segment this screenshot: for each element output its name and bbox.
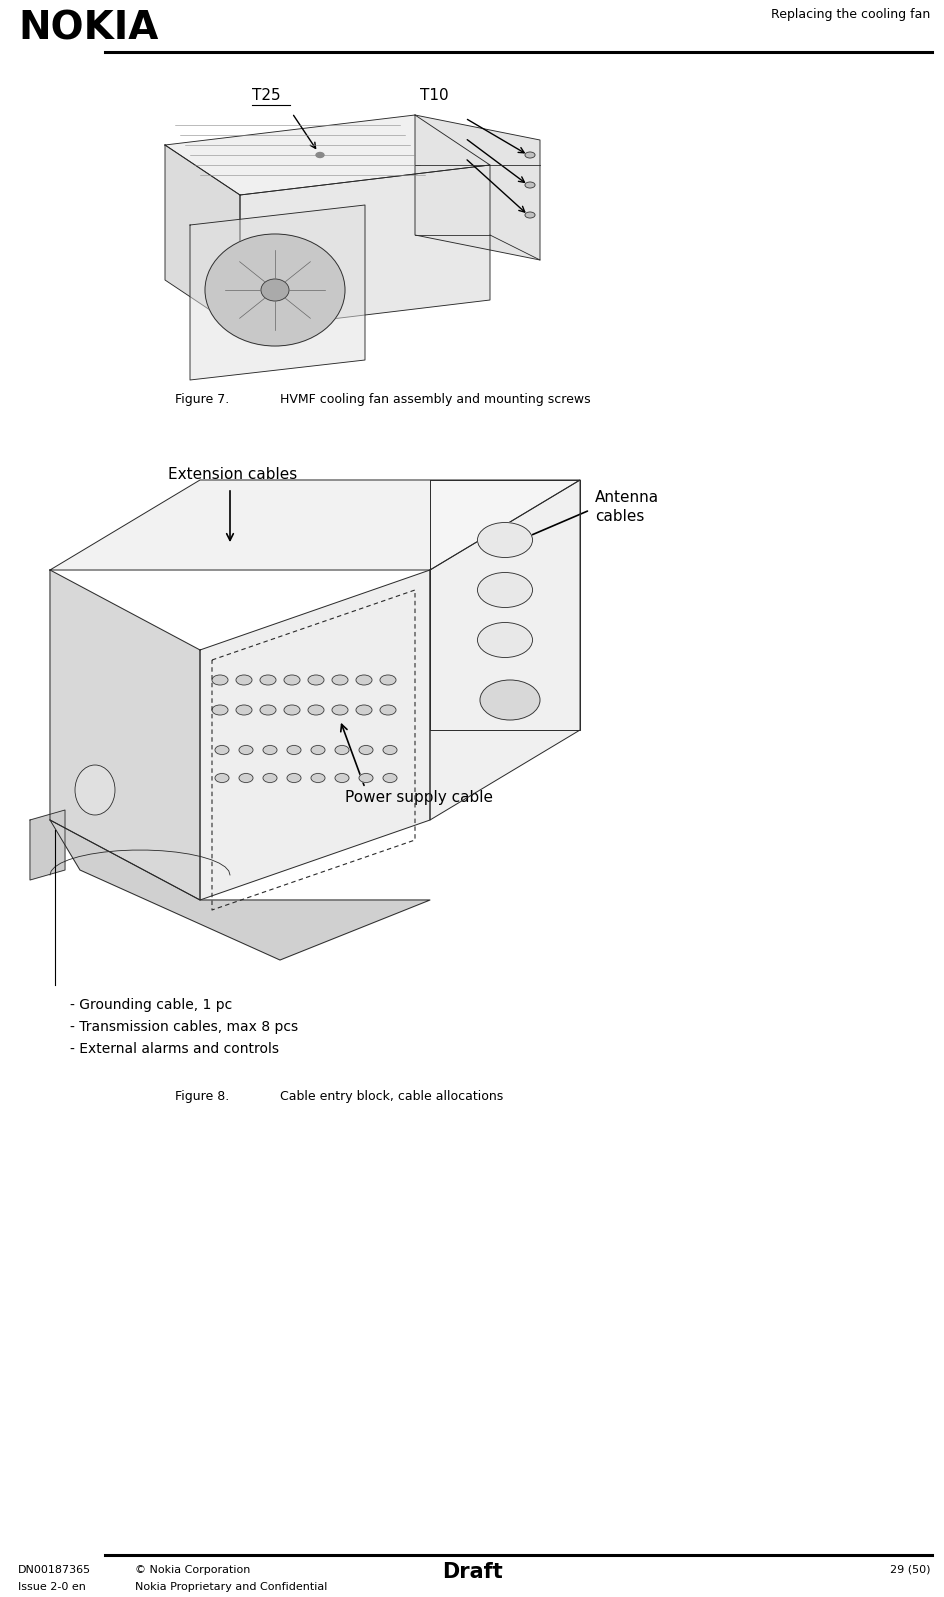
Text: Cable entry block, cable allocations: Cable entry block, cable allocations [280, 1091, 503, 1104]
Ellipse shape [215, 773, 229, 783]
Ellipse shape [478, 623, 532, 658]
Text: T25: T25 [252, 88, 280, 102]
Ellipse shape [335, 773, 349, 783]
Ellipse shape [359, 746, 373, 754]
Ellipse shape [212, 704, 228, 715]
Text: DN00187365: DN00187365 [18, 1565, 92, 1575]
Polygon shape [430, 481, 580, 730]
Polygon shape [165, 115, 490, 195]
Polygon shape [200, 570, 430, 901]
Text: 29 (50): 29 (50) [889, 1565, 930, 1575]
Ellipse shape [383, 746, 397, 754]
Ellipse shape [308, 704, 324, 715]
Text: Figure 7.: Figure 7. [175, 393, 229, 406]
Polygon shape [430, 481, 580, 819]
Ellipse shape [335, 746, 349, 754]
Polygon shape [190, 204, 365, 380]
Ellipse shape [525, 212, 535, 219]
Polygon shape [165, 145, 240, 331]
Text: © Nokia Corporation: © Nokia Corporation [135, 1565, 250, 1575]
Ellipse shape [356, 676, 372, 685]
Ellipse shape [311, 746, 325, 754]
Text: Antenna
cables: Antenna cables [595, 490, 659, 524]
Ellipse shape [284, 704, 300, 715]
Text: Nokia Proprietary and Confidential: Nokia Proprietary and Confidential [135, 1583, 328, 1592]
Ellipse shape [75, 765, 115, 814]
Ellipse shape [359, 773, 373, 783]
Text: - Transmission cables, max 8 pcs: - Transmission cables, max 8 pcs [70, 1020, 298, 1033]
Ellipse shape [284, 676, 300, 685]
Ellipse shape [263, 773, 277, 783]
Text: Replacing the cooling fan: Replacing the cooling fan [770, 8, 930, 21]
Text: Power supply cable: Power supply cable [345, 791, 493, 805]
Text: - External alarms and controls: - External alarms and controls [70, 1041, 279, 1056]
Ellipse shape [380, 676, 396, 685]
Ellipse shape [383, 773, 397, 783]
Ellipse shape [236, 704, 252, 715]
Polygon shape [415, 115, 540, 260]
Text: - Grounding cable, 1 pc: - Grounding cable, 1 pc [70, 998, 232, 1012]
Ellipse shape [239, 773, 253, 783]
Ellipse shape [263, 746, 277, 754]
Ellipse shape [287, 773, 301, 783]
Ellipse shape [478, 572, 532, 607]
Ellipse shape [260, 704, 276, 715]
Ellipse shape [332, 676, 348, 685]
Ellipse shape [287, 746, 301, 754]
Text: Figure 8.: Figure 8. [175, 1091, 229, 1104]
Ellipse shape [215, 746, 229, 754]
Ellipse shape [260, 676, 276, 685]
Ellipse shape [480, 680, 540, 720]
Text: Issue 2-0 en: Issue 2-0 en [18, 1583, 86, 1592]
Ellipse shape [212, 676, 228, 685]
Ellipse shape [332, 704, 348, 715]
Ellipse shape [525, 152, 535, 158]
Text: T10: T10 [420, 88, 448, 102]
Text: NOKIA: NOKIA [18, 10, 159, 48]
Ellipse shape [205, 235, 345, 347]
Polygon shape [50, 819, 430, 960]
Polygon shape [50, 481, 580, 570]
Polygon shape [240, 164, 490, 331]
Ellipse shape [525, 182, 535, 188]
Ellipse shape [239, 746, 253, 754]
Text: Extension cables: Extension cables [168, 466, 297, 482]
Text: HVMF cooling fan assembly and mounting screws: HVMF cooling fan assembly and mounting s… [280, 393, 591, 406]
Polygon shape [30, 810, 65, 880]
Ellipse shape [316, 152, 324, 158]
Ellipse shape [478, 522, 532, 557]
Ellipse shape [311, 773, 325, 783]
Polygon shape [50, 570, 200, 901]
Ellipse shape [236, 676, 252, 685]
Ellipse shape [380, 704, 396, 715]
Ellipse shape [356, 704, 372, 715]
Ellipse shape [261, 279, 289, 300]
Text: Draft: Draft [442, 1562, 502, 1583]
Ellipse shape [308, 676, 324, 685]
